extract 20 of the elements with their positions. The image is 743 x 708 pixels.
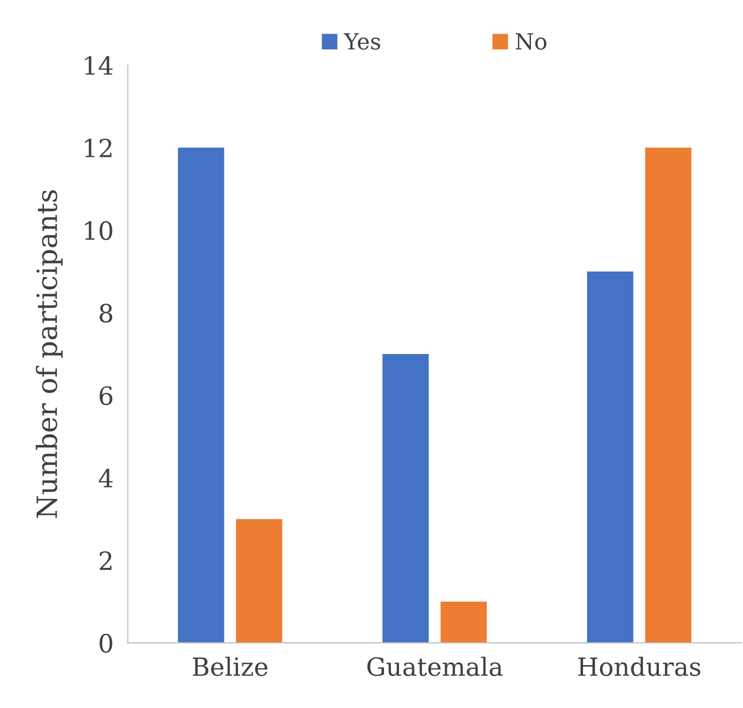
y-tick-label: 2	[100, 551, 112, 570]
y-axis-title: Number of participants	[36, 190, 63, 518]
x-tick-label: Honduras	[578, 656, 700, 676]
y-tick-label: 12	[85, 138, 112, 158]
y-tick-label: 6	[100, 386, 112, 406]
bar	[440, 602, 487, 643]
legend-label: No	[516, 33, 546, 50]
x-tick-label: Belize	[192, 656, 268, 676]
legend-label: Yes	[344, 33, 380, 50]
y-tick-label: 4	[98, 468, 113, 488]
bar	[178, 148, 224, 643]
y-tick-label: 14	[85, 56, 113, 75]
y-tick-label: 0	[100, 634, 112, 653]
x-tick-label: Guatemala	[367, 656, 503, 676]
bar	[587, 271, 634, 643]
bar	[382, 354, 429, 643]
bar	[645, 148, 692, 643]
y-tick-label: 8	[100, 304, 112, 323]
bar	[236, 519, 282, 643]
y-tick-label: 10	[85, 221, 112, 240]
